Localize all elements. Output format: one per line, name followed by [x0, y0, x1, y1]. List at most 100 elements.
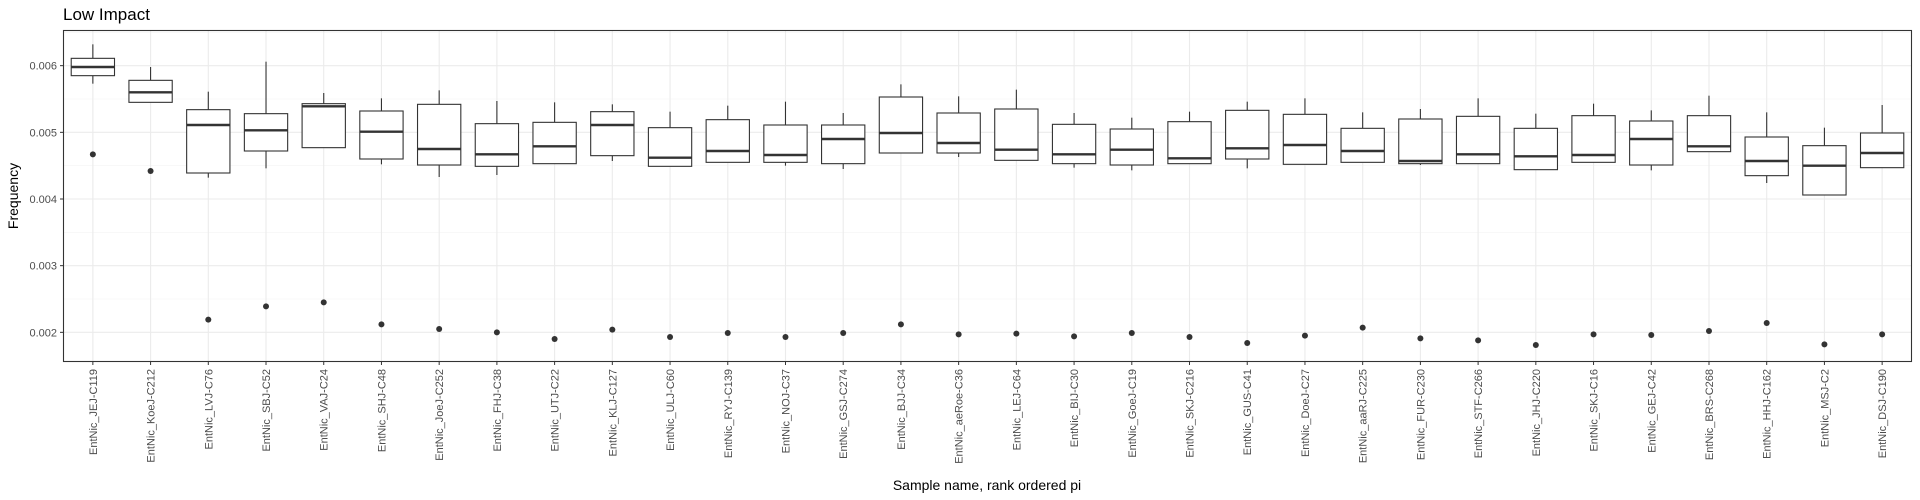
- outlier-point: [89, 151, 96, 158]
- x-axis: EntNic_JEJ-C119 EntNic_KoeJ-C212 EntNic_LV…: [88, 361, 1889, 464]
- x-tick-label: EntNic_VAJ-C24: [319, 369, 331, 451]
- x-tick-label: EntNic_SKJ-C216: [1185, 369, 1197, 458]
- boxplot-EntNic_JEJ-C119: [70, 44, 116, 158]
- outlier-point: [493, 329, 500, 336]
- x-tick-label: EntNic_FHJ-C38: [492, 369, 504, 452]
- boxplot-EntNic_RYJ-C139: [705, 105, 750, 336]
- outlier-point: [782, 334, 789, 340]
- x-tick-label: EntNic_HHJ-C162: [1762, 369, 1774, 459]
- x-tick-label: EntNic_GoeJ-C19: [1127, 369, 1139, 458]
- x-tick-label: EntNic_KoeJ-C212: [146, 369, 158, 463]
- boxplot-EntNic_HHJ-C162: [1744, 112, 1789, 326]
- outlier-point: [1705, 328, 1712, 334]
- boxplot-EntNic_DoeJ-C27: [1282, 98, 1328, 339]
- box: [1051, 123, 1097, 165]
- box: [1802, 145, 1847, 196]
- boxplot-EntNic_SHJ-C48: [359, 98, 404, 328]
- outlier-point: [897, 321, 904, 328]
- outlier-point: [1879, 331, 1886, 338]
- outlier-point: [609, 326, 616, 333]
- boxplot-EntNic_JoeJ-C252: [416, 90, 462, 332]
- box: [186, 109, 231, 174]
- outlier-point: [263, 303, 270, 310]
- boxplot-EntNic_SKJ-C216: [1167, 111, 1212, 340]
- boxplot-EntNic_BRS-C268: [1686, 95, 1732, 334]
- x-tick-label: EntNic_BRS-C268: [1704, 369, 1716, 460]
- panel-border: [62, 29, 1913, 363]
- outlier-point: [551, 336, 558, 342]
- box: [243, 113, 289, 152]
- boxplot-EntNic_BJJ-C34: [878, 84, 924, 328]
- box: [705, 119, 750, 163]
- outlier-point: [724, 330, 731, 336]
- x-tick-label: EntNic_ULJ-C60: [665, 369, 677, 451]
- chart-title: Low Impact: [63, 5, 150, 24]
- outlier-point: [1071, 333, 1078, 340]
- outlier-point: [320, 299, 327, 306]
- outlier-point: [1648, 332, 1655, 338]
- box: [1398, 118, 1443, 165]
- y-tick-label: 0.005: [29, 127, 57, 139]
- outlier-point: [955, 331, 962, 338]
- x-tick-label: EntNic_MSJ-C2: [1819, 369, 1831, 447]
- outlier-point: [1013, 330, 1020, 337]
- box: [474, 123, 520, 167]
- boxplot-EntNic_STF-C266: [1455, 98, 1501, 344]
- boxplot-EntNic_MSJ-C2: [1802, 127, 1847, 348]
- outlier-point: [1532, 342, 1539, 348]
- box: [1340, 127, 1385, 163]
- boxplot-EntNic_DSJ-C190: [1859, 105, 1905, 338]
- boxplot-EntNic_NOJ-C37: [763, 101, 808, 340]
- boxplot-EntNic_ULJ-C60: [647, 111, 693, 340]
- box: [763, 124, 808, 163]
- box: [994, 108, 1039, 161]
- outlier-point: [1244, 340, 1251, 346]
- box: [1859, 132, 1905, 169]
- outlier-point: [1301, 332, 1308, 339]
- x-tick-label: EntNic_DoeJ-C27: [1300, 369, 1312, 457]
- x-tick-label: EntNic_BJJ-C34: [896, 369, 908, 450]
- x-tick-label: EntNic_SBJ-C52: [261, 369, 273, 452]
- outlier-point: [436, 326, 443, 332]
- x-tick-label: EntNic_GEJ-C42: [1646, 369, 1658, 453]
- box: [359, 110, 404, 160]
- grid: [64, 31, 1911, 361]
- box: [1455, 115, 1501, 165]
- outlier-point: [1590, 331, 1597, 338]
- box: [1225, 109, 1270, 160]
- box: [647, 127, 693, 167]
- boxplot-EntNic_JHJ-C220: [1513, 113, 1559, 348]
- box: [1513, 127, 1559, 171]
- boxplot-EntNic_FHJ-C38: [474, 101, 520, 336]
- x-tick-label: EntNic_LVJ-C76: [203, 369, 215, 450]
- box: [1109, 128, 1154, 166]
- outlier-point: [1186, 334, 1193, 340]
- box: [1629, 120, 1674, 166]
- box: [821, 124, 866, 165]
- x-tick-label: EntNic_aaRJ-C225: [1358, 369, 1370, 463]
- x-tick-label: EntNic_RYJ-C139: [723, 369, 735, 458]
- x-tick-label: EntNic_STF-C266: [1473, 369, 1485, 458]
- boxplot-EntNic_aaRJ-C225: [1340, 112, 1385, 331]
- box: [416, 103, 462, 166]
- box: [1282, 113, 1328, 165]
- boxplot-EntNic_GUS-C41: [1225, 101, 1270, 346]
- boxplot-EntNic_LVJ-C76: [186, 91, 231, 323]
- outlier-point: [1763, 320, 1770, 326]
- x-tick-label: EntNic_GSJ-C274: [838, 369, 850, 459]
- y-axis-title: Frequency: [5, 163, 21, 229]
- y-tick-label: 0.002: [29, 327, 57, 339]
- x-tick-label: EntNic_BIJ-C30: [1069, 369, 1081, 447]
- boxplot-EntNic_SBJ-C52: [243, 61, 289, 310]
- y-tick-label: 0.004: [29, 194, 57, 206]
- y-tick-label: 0.003: [29, 261, 57, 273]
- boxplot-EntNic_GEJ-C42: [1629, 110, 1674, 338]
- x-tick-label: EntNic_DSJ-C190: [1877, 369, 1889, 458]
- box: [532, 121, 577, 165]
- boxplot-EntNic_VAJ-C24: [301, 93, 346, 306]
- outlier-point: [1821, 341, 1828, 348]
- y-tick-label: 0.006: [29, 61, 57, 73]
- outlier-point: [840, 330, 847, 336]
- outlier-point: [205, 316, 212, 323]
